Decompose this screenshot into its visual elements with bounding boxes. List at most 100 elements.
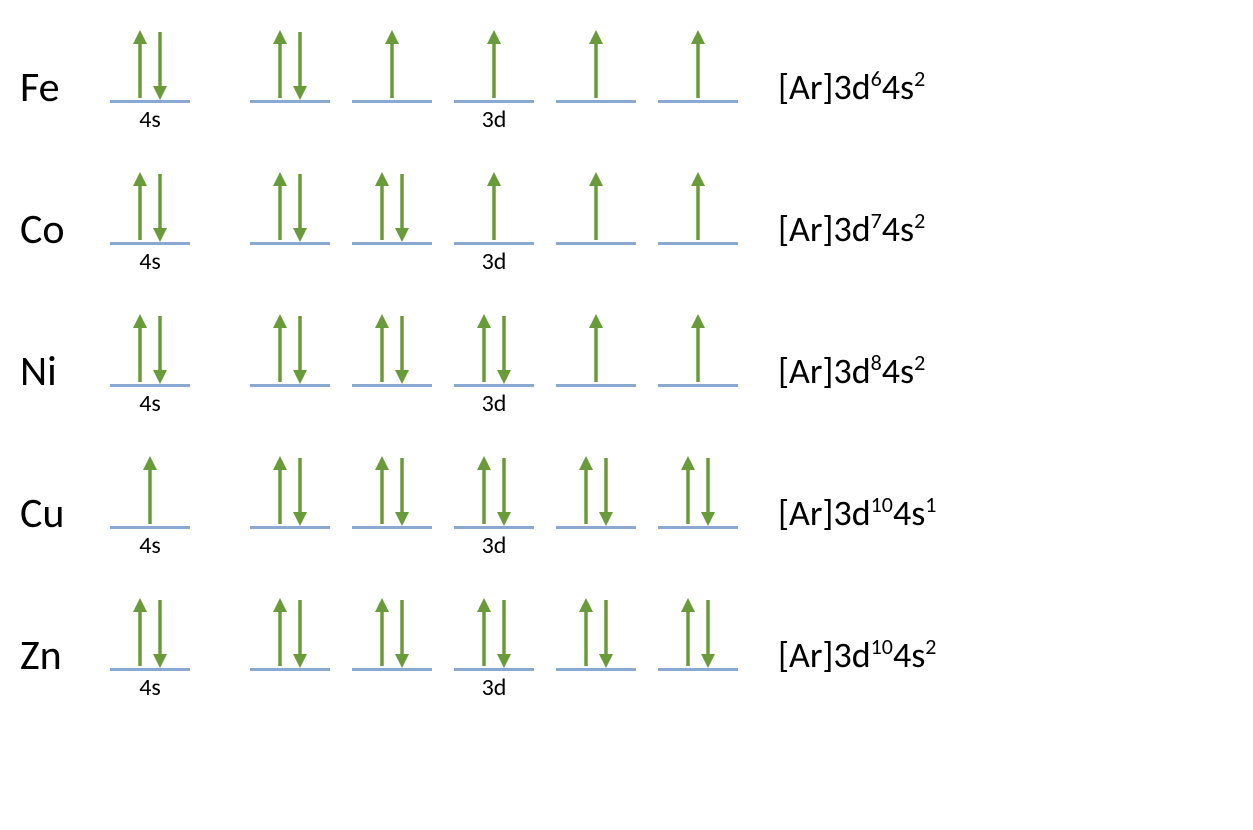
orbital-group-3d: 3d [250, 446, 738, 560]
orbital-box [110, 588, 190, 671]
orbital-box [454, 20, 534, 103]
spin-arrow-up [477, 456, 491, 526]
element-symbol: Fe [20, 20, 110, 113]
spin-arrow-up [589, 30, 603, 100]
spin-arrow-down [293, 598, 307, 668]
spin-arrow-up [487, 172, 501, 242]
orbital-box [110, 162, 190, 245]
spin-arrow-up [375, 598, 389, 668]
spin-arrow-up [273, 172, 287, 242]
spin-arrow-up [375, 172, 389, 242]
orbital-group-3d: 3d [250, 304, 738, 418]
config-core: [Ar] [778, 207, 833, 251]
spin-arrow-up [133, 172, 147, 242]
config-core: [Ar] [778, 65, 833, 109]
orbital-group-3d: 3d [250, 20, 738, 134]
orbital-group-4s: 4s [110, 588, 190, 702]
spin-arrow-up [133, 314, 147, 384]
orbital-box [352, 588, 432, 671]
config-core: [Ar] [778, 349, 833, 393]
orbital-box [250, 20, 330, 103]
spin-arrow-up [273, 314, 287, 384]
sublabel-4s: 4s [139, 673, 161, 702]
spin-arrow-up [681, 456, 695, 526]
spin-arrow-down [293, 30, 307, 100]
spin-arrow-up [487, 30, 501, 100]
orbital-box [454, 162, 534, 245]
electron-configuration: [Ar]3d64s2 [738, 20, 925, 109]
spin-arrow-up [681, 598, 695, 668]
element-symbol: Zn [20, 588, 110, 681]
sublabel-3d: 3d [482, 673, 507, 702]
sublabel-4s: 4s [139, 247, 161, 276]
spin-arrow-up [579, 598, 593, 668]
element-row-co: Co 4s 3d [Ar]3d74s2 [20, 162, 1233, 276]
spin-arrow-down [701, 456, 715, 526]
orbital-box [658, 588, 738, 671]
spin-arrow-up [133, 30, 147, 100]
orbital-box [658, 304, 738, 387]
electron-config-diagram: Fe 4s 3d [Ar]3d64s2 Co 4s 3d [Ar]3d74s2 … [20, 20, 1233, 702]
orbital-box [352, 304, 432, 387]
spin-arrow-up [273, 30, 287, 100]
orbital-box [250, 588, 330, 671]
electron-configuration: [Ar]3d74s2 [738, 162, 925, 251]
spin-arrow-down [497, 456, 511, 526]
orbital-group-4s: 4s [110, 304, 190, 418]
orbital-box [454, 446, 534, 529]
orbital-box [352, 446, 432, 529]
spin-arrow-down [395, 598, 409, 668]
spin-arrow-down [395, 314, 409, 384]
spin-arrow-down [599, 598, 613, 668]
spin-arrow-up [133, 598, 147, 668]
element-symbol: Co [20, 162, 110, 255]
spin-arrow-up [477, 598, 491, 668]
spin-arrow-up [375, 314, 389, 384]
spin-arrow-down [153, 30, 167, 100]
spin-arrow-up [691, 172, 705, 242]
spin-arrow-down [497, 314, 511, 384]
config-core: [Ar] [778, 633, 833, 677]
orbital-box [658, 446, 738, 529]
orbital-box [556, 20, 636, 103]
spin-arrow-down [293, 172, 307, 242]
spin-arrow-up [589, 314, 603, 384]
orbital-box [556, 588, 636, 671]
sublabel-3d: 3d [482, 247, 507, 276]
sublabel-3d: 3d [482, 105, 507, 134]
element-row-ni: Ni 4s 3d [Ar]3d84s2 [20, 304, 1233, 418]
element-row-zn: Zn 4s 3d [Ar]3d104s2 [20, 588, 1233, 702]
electron-configuration: [Ar]3d84s2 [738, 304, 925, 393]
orbital-group-3d: 3d [250, 588, 738, 702]
spin-arrow-up [691, 30, 705, 100]
spin-arrow-down [293, 314, 307, 384]
electron-configuration: [Ar]3d104s2 [738, 588, 936, 677]
spin-arrow-up [385, 30, 399, 100]
orbital-box [352, 162, 432, 245]
orbital-box [658, 20, 738, 103]
sublabel-4s: 4s [139, 389, 161, 418]
spin-arrow-up [691, 314, 705, 384]
element-row-fe: Fe 4s 3d [Ar]3d64s2 [20, 20, 1233, 134]
sublabel-3d: 3d [482, 531, 507, 560]
spin-arrow-up [579, 456, 593, 526]
orbital-box [454, 588, 534, 671]
spin-arrow-down [701, 598, 715, 668]
orbital-box [454, 304, 534, 387]
element-row-cu: Cu 4s 3d [Ar]3d104s1 [20, 446, 1233, 560]
sublabel-4s: 4s [139, 531, 161, 560]
orbital-box [250, 162, 330, 245]
orbital-box [658, 162, 738, 245]
spin-arrow-up [589, 172, 603, 242]
spin-arrow-up [375, 456, 389, 526]
sublabel-3d: 3d [482, 389, 507, 418]
orbital-box [352, 20, 432, 103]
spin-arrow-down [153, 598, 167, 668]
element-symbol: Cu [20, 446, 110, 539]
spin-arrow-up [273, 456, 287, 526]
spin-arrow-down [395, 172, 409, 242]
sublabel-4s: 4s [139, 105, 161, 134]
orbital-group-3d: 3d [250, 162, 738, 276]
orbital-box [556, 446, 636, 529]
spin-arrow-down [497, 598, 511, 668]
